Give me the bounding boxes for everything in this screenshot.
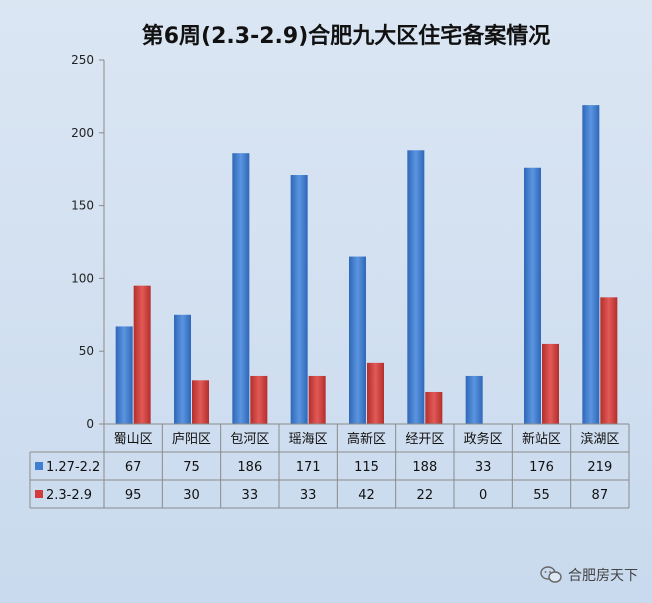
category-label: 经开区 [405, 432, 444, 447]
legend-label: 1.27-2.2 [46, 460, 100, 475]
data-cell: 42 [358, 488, 375, 503]
y-tick-label: 100 [71, 271, 94, 285]
legend-swatch [35, 490, 43, 498]
y-tick-label: 50 [79, 344, 94, 358]
category-label: 政务区 [464, 431, 503, 447]
bar-series-1 [232, 153, 250, 424]
data-cell: 219 [587, 460, 612, 475]
bar-series-1 [407, 150, 425, 424]
bars-layer [115, 105, 618, 425]
data-cell: 95 [125, 488, 142, 503]
wechat-icon [540, 566, 562, 583]
bar-series-1 [290, 175, 308, 424]
data-cell: 0 [479, 488, 487, 503]
bar-series-1 [174, 314, 191, 424]
bar-series-2 [367, 362, 384, 424]
data-cell: 87 [592, 488, 609, 503]
bar-series-2 [192, 380, 209, 424]
data-cell: 176 [529, 460, 554, 475]
data-table: 蜀山区 庐阳区 包河区 瑶海区 高新区 经开区 政务区 新站区 滨湖区 1.27-2.2 67 75 1… [29, 423, 630, 509]
bar-series-2 [308, 375, 326, 424]
bar-series-1 [349, 256, 366, 424]
axis-layer: 0 50 100 150 200 250 [71, 53, 105, 431]
y-tick-label: 250 [71, 53, 94, 67]
category-label: 蜀山区 [114, 432, 153, 447]
category-label: 滨湖区 [580, 431, 619, 447]
legend-swatch [35, 462, 43, 470]
bar-series-2 [542, 343, 559, 424]
data-cell: 33 [475, 460, 492, 475]
y-tick-label: 150 [71, 199, 94, 213]
y-tick-label: 200 [71, 126, 94, 140]
category-label: 庐阳区 [172, 432, 211, 447]
bar-series-2 [600, 297, 618, 424]
bar-series-1 [524, 167, 541, 424]
data-cell: 22 [417, 488, 434, 503]
data-cell: 67 [125, 460, 142, 475]
chart-title: 第6周(2.3-2.9)合肥九大区住宅备案情况 [142, 23, 551, 49]
y-tick-label: 0 [86, 417, 94, 431]
bar-series-2 [133, 285, 151, 424]
category-label: 包河区 [230, 432, 269, 447]
data-cell: 188 [412, 460, 437, 475]
bar-series-1 [465, 375, 483, 424]
data-cell: 30 [183, 488, 200, 503]
category-label: 高新区 [347, 431, 386, 447]
watermark: 合肥房天下 [540, 565, 638, 585]
bar-series-1 [582, 105, 600, 425]
bar-series-1 [115, 326, 133, 424]
data-cell: 33 [242, 488, 259, 503]
watermark-text: 合肥房天下 [568, 568, 638, 584]
data-cell: 115 [354, 460, 379, 475]
data-cell: 171 [296, 460, 321, 475]
category-label: 瑶海区 [289, 432, 328, 447]
data-cell: 75 [183, 460, 200, 475]
bar-series-2 [425, 391, 443, 424]
bar-series-2 [250, 375, 268, 424]
data-cell: 186 [237, 460, 262, 475]
data-cell: 55 [533, 488, 550, 503]
category-label: 新站区 [522, 431, 561, 447]
data-cell: 33 [300, 488, 317, 503]
legend-label: 2.3-2.9 [46, 488, 92, 503]
